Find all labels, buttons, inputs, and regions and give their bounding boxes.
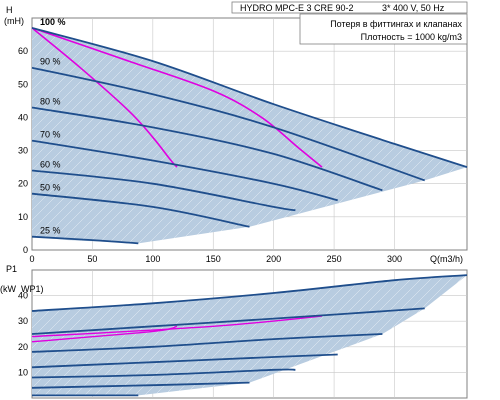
top-efficiency-curves <box>31 27 323 168</box>
bottom-y-unit: (kW <box>0 284 16 294</box>
hatch-line <box>0 18 4 250</box>
hatch-line <box>32 27 165 244</box>
hatch-line <box>32 27 85 244</box>
chart-title: HYDRO MPC-E 3 CRE 90-2 <box>240 3 354 13</box>
speed-label: 70 % <box>40 130 61 140</box>
top-x-tick-label: 150 <box>206 254 221 264</box>
top-x-tick-label: 200 <box>266 254 281 264</box>
bottom-power-curve <box>31 368 296 379</box>
bottom-area-fill <box>32 275 467 396</box>
bottom-y-unit-suffix: WP1) <box>21 284 44 294</box>
hatch-line <box>211 275 341 396</box>
top-speed-curves <box>31 27 468 245</box>
bottom-y-tick-label: 30 <box>18 316 28 326</box>
hatch-line <box>32 27 125 244</box>
bottom-y-label: P1 <box>6 264 17 274</box>
bottom-power-curve <box>31 274 468 312</box>
bottom-y-tick-label: 10 <box>18 367 28 377</box>
chart-subtitle: 3* 400 V, 50 Hz <box>382 3 445 13</box>
hatch-line <box>32 27 115 244</box>
hatch-line <box>231 275 361 396</box>
top-x-ticks: 0 50 100 150 200 250 300 <box>29 254 402 264</box>
top-speed-curve <box>31 106 383 192</box>
hatch-line <box>221 275 351 396</box>
speed-label: 80 % <box>40 96 61 106</box>
top-x-tick-label: 100 <box>145 254 160 264</box>
bottom-y-ticks: 10 20 30 40 <box>18 291 28 378</box>
bottom-y-tick-label: 20 <box>18 342 28 352</box>
hatch-line <box>492 270 500 398</box>
hatch-line <box>482 18 500 250</box>
speed-label: 25 % <box>40 226 61 236</box>
top-x-tick-label: 50 <box>87 254 97 264</box>
top-y-ticks: 0 10 20 30 40 50 60 <box>18 46 28 255</box>
top-speed-curve <box>31 27 468 168</box>
top-y-label: H <box>6 5 13 15</box>
top-y-tick-label: 60 <box>18 46 28 56</box>
hatch-line <box>32 27 145 244</box>
top-area-fill <box>32 27 467 244</box>
bottom-power-curve <box>31 353 338 369</box>
hatch-line <box>0 18 14 250</box>
top-y-unit: (mH) <box>4 16 24 26</box>
speed-label: 90 % <box>40 57 61 67</box>
annotation-box <box>299 13 468 45</box>
bottom-power-curves <box>31 274 468 397</box>
top-y-tick-label: 10 <box>18 212 28 222</box>
annotation-fittings: Потеря в фиттингах и клапанах <box>330 19 462 29</box>
top-x-tick-label: 300 <box>387 254 402 264</box>
hatch-line <box>472 270 500 398</box>
top-efficiency-curve <box>31 27 323 168</box>
title-box <box>231 1 468 14</box>
bottom-power-curve <box>31 307 425 335</box>
top-y-tick-label: 30 <box>18 146 28 156</box>
top-speed-curve <box>31 66 425 182</box>
hatch-line <box>472 18 500 250</box>
bottom-efficiency-curves <box>31 315 323 343</box>
top-y-tick-label: 50 <box>18 79 28 89</box>
top-x-tick-label: 250 <box>327 254 342 264</box>
bottom-power-curve <box>31 333 383 353</box>
top-speed-curve <box>31 139 338 202</box>
top-speed-curve <box>31 169 296 212</box>
top-y-tick-label: 0 <box>23 245 28 255</box>
bottom-efficiency-curve <box>31 315 323 338</box>
hatch-line <box>492 18 500 250</box>
top-x-label: Q(m3/h) <box>430 254 463 264</box>
speed-label: 60 % <box>40 159 61 169</box>
hatch-line <box>32 27 105 244</box>
hatch-line <box>32 27 95 244</box>
top-speed-curve <box>31 192 250 228</box>
top-x-tick-label: 0 <box>29 254 34 264</box>
hatch-line <box>32 27 75 244</box>
top-speed-labels: 100 % 90 % 80 % 70 % 60 % 50 % 25 % <box>40 17 66 236</box>
top-y-tick-label: 20 <box>18 179 28 189</box>
bottom-efficiency-curve <box>31 325 178 343</box>
top-y-tick-label: 40 <box>18 112 28 122</box>
speed-label: 100 % <box>40 17 66 27</box>
speed-label: 50 % <box>40 183 61 193</box>
hatch-line <box>241 275 371 396</box>
annotation-density: Плотность = 1000 kg/m3 <box>361 32 462 42</box>
hatch-line <box>201 275 331 396</box>
bottom-power-curve <box>31 381 250 389</box>
hatch-line <box>482 270 500 398</box>
hatch-line <box>32 27 135 244</box>
top-speed-curve <box>31 235 139 245</box>
hatch-line <box>461 275 467 396</box>
bottom-y-tick-label: 40 <box>18 291 28 301</box>
top-efficiency-curve <box>31 27 178 168</box>
hatch-line <box>461 27 467 244</box>
